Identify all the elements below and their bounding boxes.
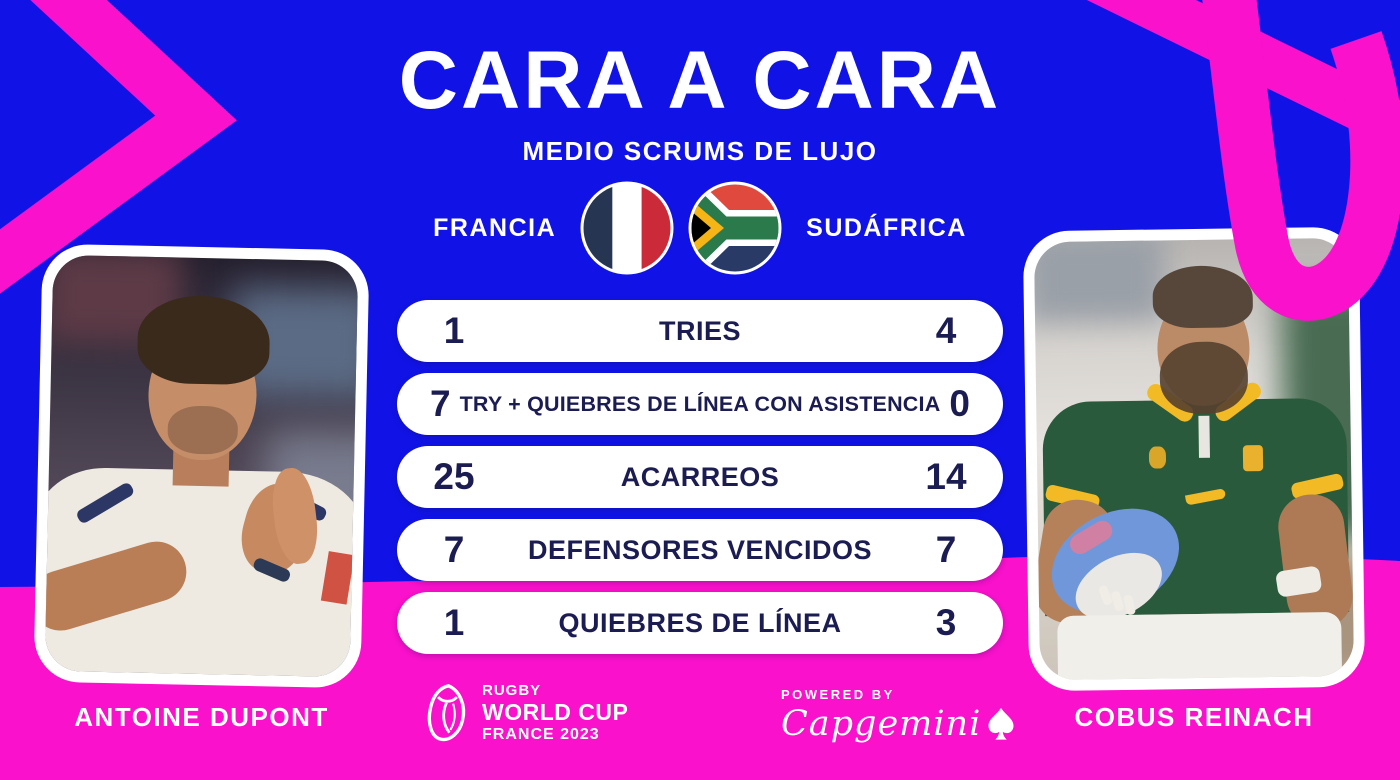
stat-label: DEFENSORES VENCIDOS — [527, 534, 873, 565]
teams-row: FRANCIA SUDÁFRICA — [347, 180, 1053, 276]
rwc-line3: FRANCE 2023 — [482, 725, 600, 743]
rwc-logo-text: RUGBY WORLD CUP FRANCE 2023 — [482, 682, 629, 743]
stat-value-right: 14 — [925, 456, 967, 497]
antoine-dupont-photo — [44, 254, 359, 678]
stat-row-tries: 1 TRIES 4 — [397, 300, 1003, 362]
ribbon-diagonal-top-right — [1086, 0, 1400, 154]
player-card-right — [1022, 226, 1366, 692]
stat-value-right: 7 — [935, 529, 957, 570]
france-flag-icon — [580, 181, 674, 275]
stat-row-try-linebreak-assist: 7 TRY + QUIEBRES DE LÍNEA CON ASISTENCIA… — [397, 373, 1003, 435]
stat-value-left: 7 — [443, 529, 465, 570]
stat-value-left: 25 — [433, 456, 475, 497]
team-left-label: FRANCIA — [433, 213, 557, 242]
capgemini-wordmark: Capgemini — [781, 704, 1016, 744]
player-beard — [1159, 341, 1249, 415]
rwc-line1: RUGBY — [482, 682, 542, 699]
south-africa-flag-icon — [688, 181, 782, 275]
player-hair — [1152, 265, 1254, 329]
jersey-patch — [1148, 446, 1167, 469]
page-title: CARA A CARA — [398, 35, 1002, 126]
stats-list: 1 TRIES 4 7 TRY + QUIEBRES DE LÍNEA CON … — [397, 300, 1003, 654]
capgemini-spade-icon — [988, 707, 1014, 740]
rugby-world-cup-ball-icon — [427, 684, 466, 742]
stat-row-carries: 25 ACARREOS 14 — [397, 446, 1003, 508]
sponsor-capgemini: POWERED BY Capgemini — [781, 687, 1016, 744]
rwc-line2: WORLD CUP — [482, 698, 629, 725]
stat-value-left: 1 — [443, 310, 465, 351]
stat-label: ACARREOS — [620, 461, 780, 492]
stadium-backdrop-blob — [1033, 237, 1166, 323]
team-right-label: SUDÁFRICA — [806, 213, 967, 242]
rwc-logo: RUGBY WORLD CUP FRANCE 2023 — [424, 682, 629, 743]
player-facial-hair — [167, 405, 239, 455]
player-name-right: COBUS REINACH — [1074, 702, 1314, 732]
page-subtitle: MEDIO SCRUMS DE LUJO — [522, 136, 878, 166]
stat-row-linebreaks: 1 QUIEBRES DE LÍNEA 3 — [397, 592, 1003, 654]
stat-label: TRY + QUIEBRES DE LÍNEA CON ASISTENCIA — [459, 391, 941, 416]
white-shorts — [1057, 611, 1343, 681]
player-name-left: ANTOINE DUPONT — [74, 702, 329, 732]
stat-row-defenders-beaten: 7 DEFENSORES VENCIDOS 7 — [397, 519, 1003, 581]
stat-value-right: 4 — [935, 310, 957, 351]
stat-value-left: 7 — [429, 383, 451, 424]
capgemini-name: Capgemini — [781, 704, 982, 744]
springbok-badge — [1242, 445, 1264, 472]
stat-value-left: 1 — [443, 602, 465, 643]
cobus-reinach-photo — [1033, 237, 1355, 681]
stat-value-right: 0 — [949, 383, 970, 424]
powered-by-label: POWERED BY — [781, 687, 895, 702]
player-card-left — [33, 243, 370, 689]
stat-value-right: 3 — [935, 602, 957, 643]
stat-label: QUIEBRES DE LÍNEA — [558, 607, 842, 638]
jersey-placket — [1198, 415, 1210, 458]
stat-label: TRIES — [658, 315, 741, 346]
